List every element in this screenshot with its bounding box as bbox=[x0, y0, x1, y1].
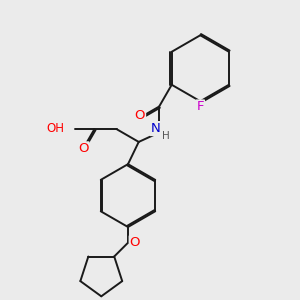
Text: O: O bbox=[135, 109, 145, 122]
Text: OH: OH bbox=[46, 122, 64, 135]
Text: F: F bbox=[196, 100, 204, 113]
Text: O: O bbox=[78, 142, 88, 155]
Text: H: H bbox=[162, 131, 170, 141]
Text: O: O bbox=[130, 236, 140, 249]
Text: N: N bbox=[151, 122, 160, 135]
